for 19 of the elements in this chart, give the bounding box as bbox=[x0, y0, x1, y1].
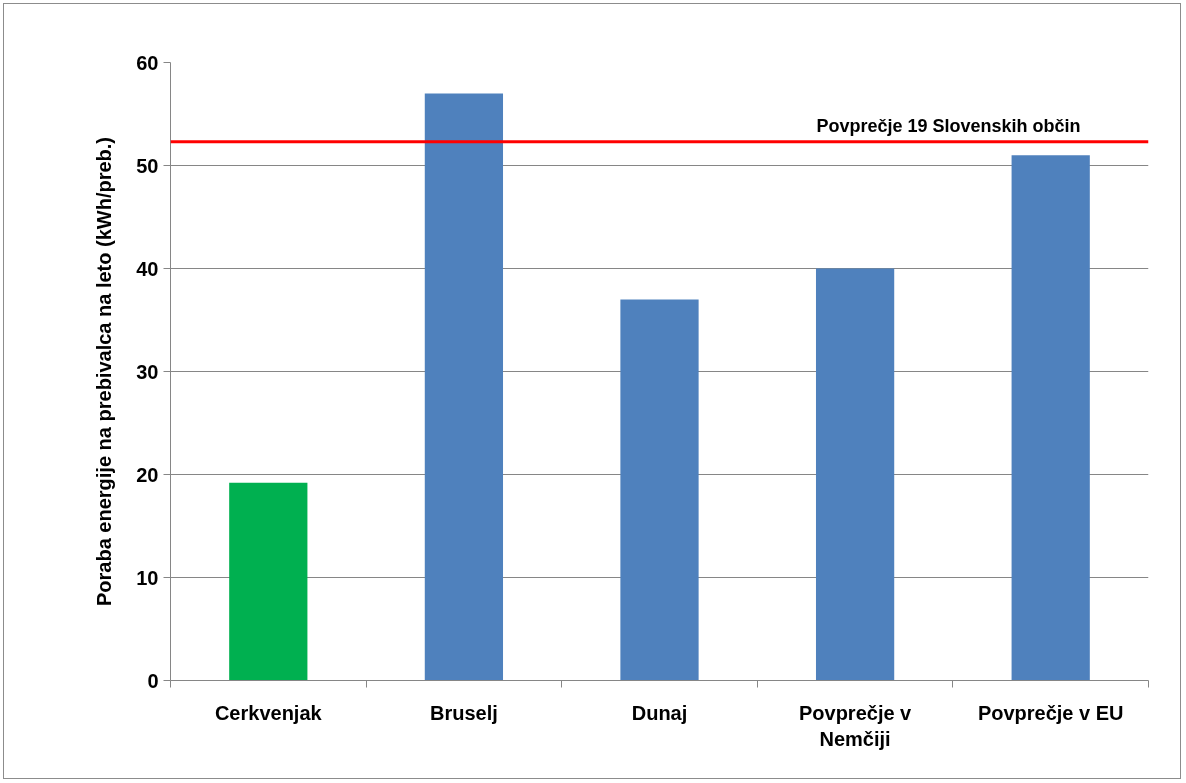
y-tick-label: 60 bbox=[136, 51, 159, 74]
bar bbox=[424, 93, 504, 681]
x-tick-label: Povprečje v Nemčiji bbox=[798, 701, 913, 750]
bar bbox=[1011, 155, 1090, 681]
x-tick-label: Dunaj bbox=[631, 701, 688, 724]
y-tick-label: 30 bbox=[136, 360, 159, 383]
y-tick-label: 40 bbox=[136, 257, 159, 280]
x-tick-label: Bruselj bbox=[430, 701, 498, 724]
bar bbox=[229, 482, 308, 681]
y-tick-label: 10 bbox=[136, 566, 159, 589]
ref-line-label: Povprečje 19 Slovenskih občin bbox=[816, 115, 1081, 136]
y-tick-label: 20 bbox=[136, 463, 159, 486]
bar bbox=[815, 268, 895, 681]
x-tick-label: Povprečje v EU bbox=[977, 701, 1124, 724]
x-tick-label: Cerkvenjak bbox=[214, 701, 323, 724]
bar bbox=[620, 299, 699, 681]
y-axis-title: Poraba energije na prebivalca na leto (kWh/preb.) bbox=[93, 136, 116, 607]
y-tick-label: 50 bbox=[136, 154, 159, 177]
y-tick-label: 0 bbox=[147, 669, 159, 692]
